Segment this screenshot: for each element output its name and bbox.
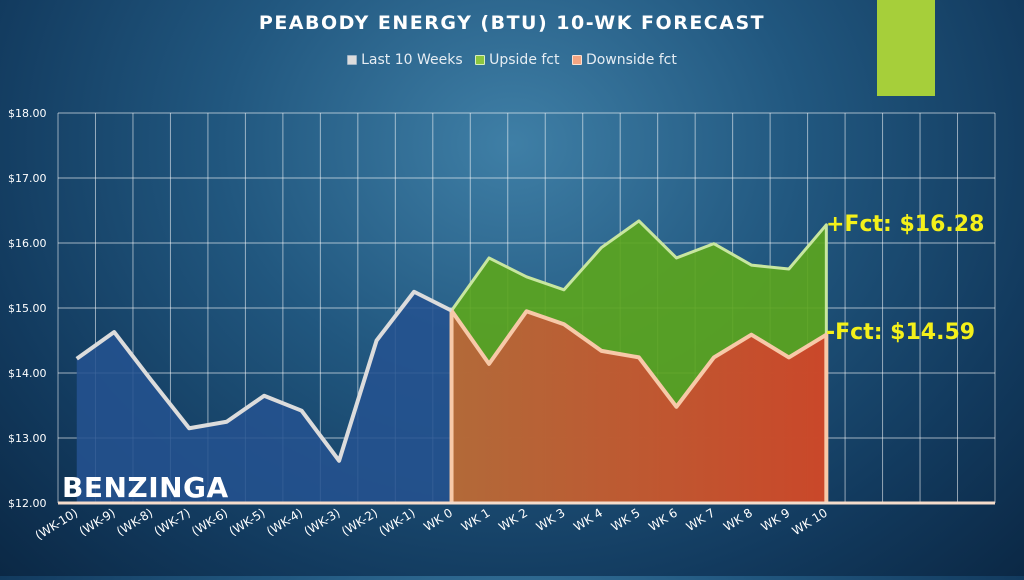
- x-tick-label: WK 1: [459, 506, 493, 534]
- x-tick-label: WK 5: [609, 506, 643, 534]
- x-tick-label: (WK-2): [339, 506, 380, 539]
- x-tick-label: (WK-7): [152, 506, 193, 539]
- legend-item-history: Last 10 Weeks: [347, 52, 463, 68]
- x-tick-label: WK 2: [496, 506, 530, 534]
- chart-title: PEABODY ENERGY (BTU) 10-WK FORECAST: [258, 12, 766, 34]
- downside-line: [449, 308, 829, 503]
- x-tick-label: (WK-8): [114, 506, 155, 539]
- legend: Last 10 Weeks Upside fct Downside fct: [0, 52, 1024, 69]
- x-tick-label: WK 4: [571, 506, 605, 534]
- legend-label-history: Last 10 Weeks: [361, 52, 463, 68]
- x-tick-label: WK 7: [684, 506, 718, 534]
- x-tick-label: (WK-4): [264, 506, 305, 539]
- y-tick-label: $13.00: [8, 432, 47, 445]
- y-tick-label: $12.00: [8, 497, 47, 510]
- downside-forecast-label: -Fct: $14.59: [826, 320, 976, 345]
- legend-swatch-history: [347, 55, 358, 65]
- y-tick-label: $15.00: [8, 302, 47, 315]
- x-tick-label: (WK-9): [77, 506, 118, 539]
- x-tick-label: (WK-6): [189, 506, 230, 539]
- y-tick-label: $17.00: [8, 172, 47, 185]
- x-tick-label: WK 9: [759, 506, 793, 534]
- legend-swatch-downside: [571, 55, 582, 65]
- accent-tab: [877, 0, 935, 96]
- x-tick-label: WK 0: [421, 506, 455, 534]
- upside-forecast-label: +Fct: $16.28: [826, 212, 985, 237]
- x-tick-label: WK 6: [646, 506, 680, 534]
- history-line: [75, 289, 453, 463]
- legend-label-upside: Upside fct: [489, 52, 560, 68]
- x-tick-label: WK 8: [721, 506, 755, 534]
- x-tick-label: WK 3: [534, 506, 568, 534]
- x-tick-label: (WK-10): [33, 506, 81, 543]
- x-tick-label: (WK-1): [376, 506, 417, 539]
- legend-label-downside: Downside fct: [585, 52, 677, 68]
- x-tick-label: (WK-3): [302, 506, 343, 539]
- x-tick-label: WK 10: [790, 506, 830, 538]
- legend-swatch-upside: [475, 55, 486, 65]
- brand-logo: BENZINGA: [62, 471, 229, 504]
- y-tick-label: $18.00: [8, 107, 47, 120]
- upside-line: [450, 219, 828, 503]
- legend-item-upside: Upside fct: [475, 52, 560, 68]
- y-tick-label: $14.00: [8, 367, 47, 380]
- x-tick-label: (WK-5): [227, 506, 268, 539]
- legend-item-downside: Downside fct: [571, 52, 677, 68]
- y-tick-label: $16.00: [8, 237, 47, 250]
- downside-area: [451, 310, 827, 503]
